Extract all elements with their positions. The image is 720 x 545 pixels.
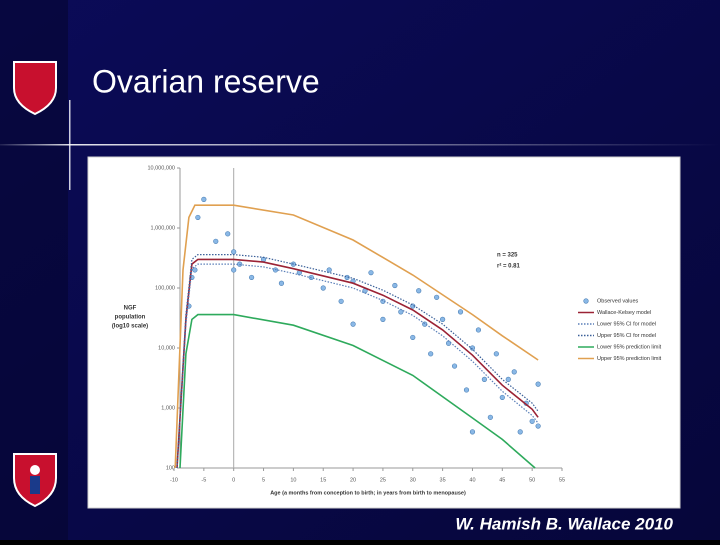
legend-label: Upper 95% prediction limit [597, 356, 662, 362]
y-tick-label: 10,000,000 [147, 165, 175, 171]
data-point [457, 309, 464, 315]
data-point [487, 414, 493, 420]
data-point [225, 231, 231, 237]
legend-label: Wallace-Kelsey model [597, 310, 651, 316]
data-point [505, 376, 511, 382]
data-point [529, 418, 535, 424]
data-point [434, 294, 440, 300]
data-point [398, 309, 404, 315]
x-tick-label: 50 [529, 477, 535, 483]
data-point [428, 351, 434, 357]
data-point [213, 238, 219, 244]
y-axis-label: (log10 scale) [112, 324, 148, 330]
data-point [481, 376, 488, 382]
x-axis-label: Age (a months from conception to birth; … [270, 490, 466, 496]
x-tick-label: -10 [170, 477, 178, 483]
chart-panel [87, 156, 681, 509]
data-point [350, 321, 356, 327]
x-tick-label: 55 [559, 477, 565, 483]
x-tick-label: 0 [232, 477, 235, 483]
data-point [278, 280, 285, 286]
y-axis-label: NGF [124, 306, 137, 312]
data-point [535, 381, 541, 387]
data-point [338, 298, 344, 304]
data-point [326, 267, 332, 273]
slide-title: Ovarian reserve [92, 63, 320, 99]
rule [69, 100, 71, 190]
rule [0, 144, 720, 146]
y-tick-label: 10,000 [158, 345, 175, 351]
legend-label: Lower 95% prediction limit [597, 344, 662, 350]
series-line [174, 204, 539, 469]
logo-figure [30, 476, 40, 494]
data-point [201, 196, 207, 202]
x-tick-label: 30 [410, 477, 416, 483]
series-line [176, 258, 539, 469]
data-point [195, 214, 201, 221]
data-point [380, 316, 386, 322]
series-line [179, 313, 536, 469]
data-point [469, 429, 476, 435]
y-tick-label: 100 [166, 465, 175, 471]
legend-label: Lower 95% CI for model [597, 321, 656, 327]
legend-label: Upper 95% CI for model [597, 333, 656, 339]
data-point [440, 316, 446, 322]
annotation: r² = 0.81 [497, 263, 521, 270]
data-point [535, 423, 541, 429]
x-tick-label: 5 [262, 477, 265, 483]
x-tick-label: 45 [499, 477, 505, 483]
data-point [320, 285, 326, 291]
y-axis-label: population [115, 315, 146, 321]
data-point [368, 270, 374, 276]
x-tick-label: 15 [320, 477, 326, 483]
x-tick-label: -5 [201, 477, 206, 483]
data-point [249, 274, 255, 281]
data-point [475, 327, 482, 333]
x-tick-label: 10 [290, 477, 296, 483]
plot: 1001,00010,000100,0001,000,00010,000,000… [112, 165, 662, 496]
legend-swatch [583, 298, 589, 304]
data-point [410, 334, 416, 341]
data-point [231, 249, 237, 255]
data-point [231, 267, 237, 273]
data-point [469, 345, 476, 351]
credit: W. Hamish B. Wallace 2010 [455, 514, 673, 533]
annotation: n = 325 [497, 253, 518, 259]
data-point [392, 282, 398, 289]
data-point [493, 351, 499, 357]
series-line [176, 263, 539, 469]
y-tick-label: 1,000,000 [151, 225, 175, 231]
data-point [511, 369, 517, 375]
y-tick-label: 1,000 [161, 405, 175, 411]
logo-figure [30, 465, 40, 475]
data-point [416, 288, 422, 294]
y-tick-label: 100,000 [155, 285, 175, 291]
data-point [463, 387, 470, 393]
x-tick-label: 40 [469, 477, 475, 483]
x-tick-label: 25 [380, 477, 386, 483]
x-tick-label: 35 [440, 477, 446, 483]
data-point [451, 363, 458, 369]
data-point [517, 429, 523, 435]
legend-label: Observed values [597, 298, 639, 304]
data-point [192, 267, 198, 273]
logo [13, 61, 57, 116]
data-point [499, 394, 505, 401]
x-tick-label: 20 [350, 477, 356, 483]
